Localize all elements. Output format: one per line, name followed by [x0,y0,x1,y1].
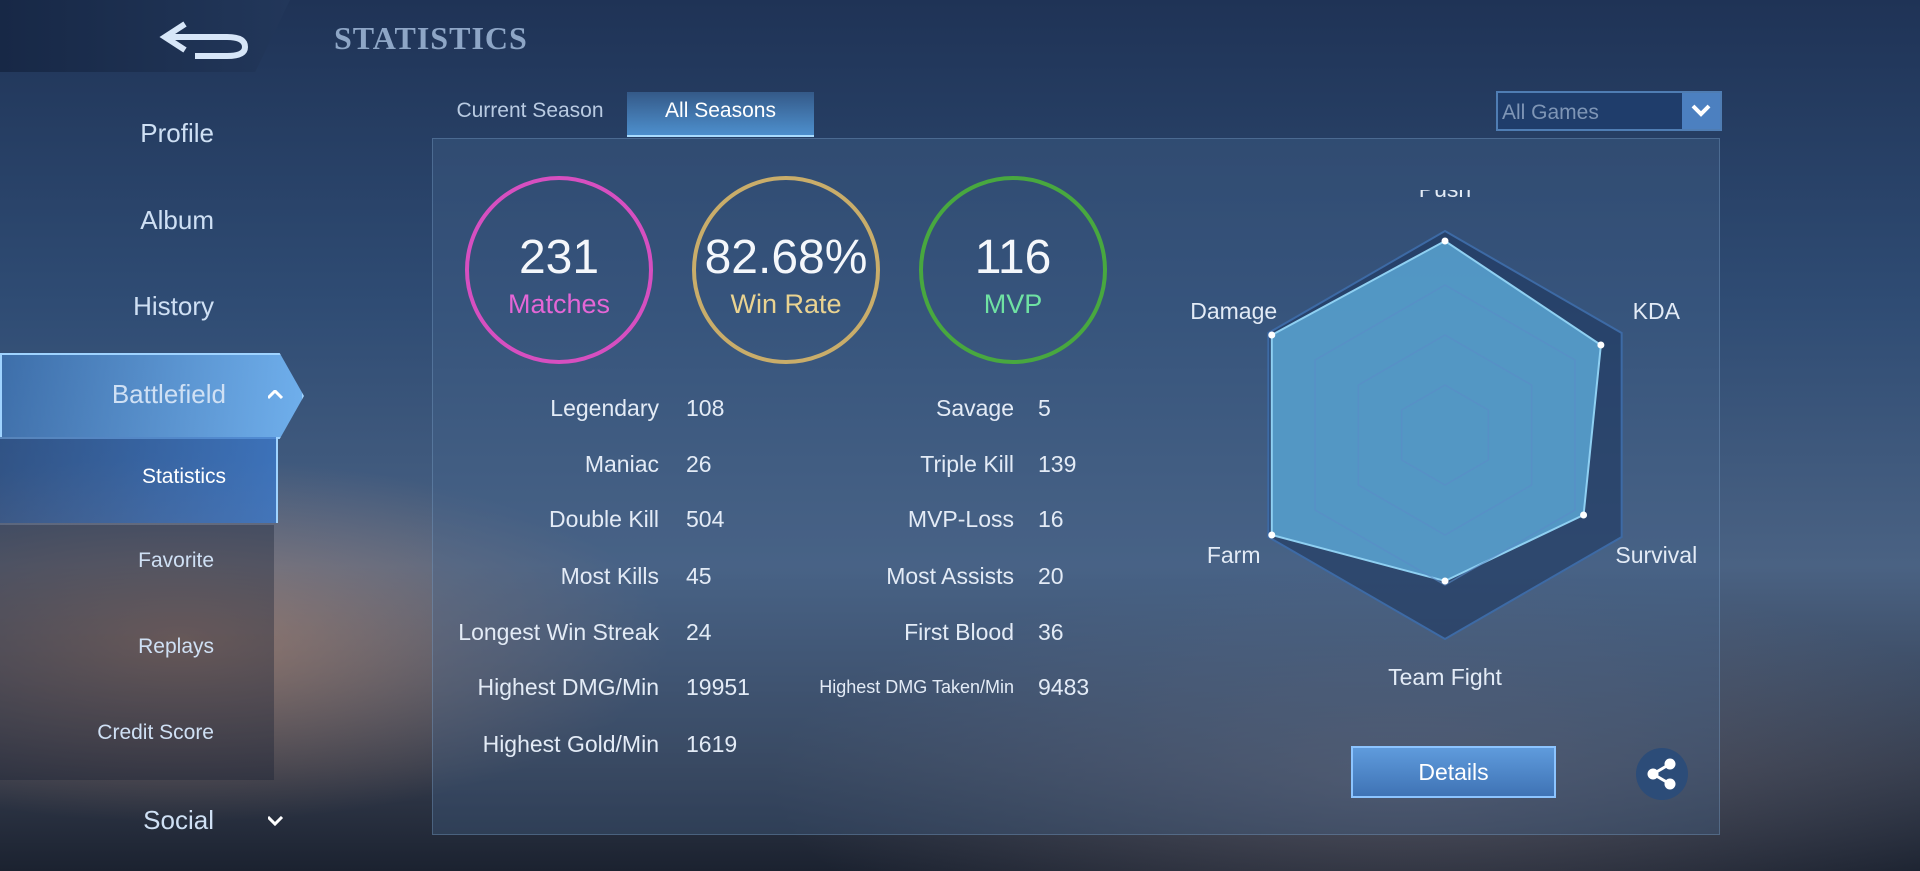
menu-item[interactable]: Social [143,805,214,835]
back-panel [0,0,290,72]
stat-label: Longest Win Streak [458,619,659,645]
stat-value: 1619 [686,731,738,757]
share-button[interactable] [1635,747,1689,801]
stat-value: 24 [686,619,712,645]
chevron [268,816,284,826]
summary-label: Win Rate [730,289,842,319]
menu-item[interactable]: History [133,291,214,321]
radar-point [1268,331,1276,339]
filter-label: All Games [1502,101,1599,124]
summary-value: 116 [974,231,1052,284]
back-button[interactable] [155,12,255,62]
stat-label: Maniac [584,451,659,477]
stat-value: 108 [686,395,725,421]
stat-label: Triple Kill [920,451,1014,477]
radar-ring [1357,334,1533,536]
radar-axis-label: Team Fight [1388,664,1502,690]
radar-point [1580,511,1588,519]
radar-point [1441,577,1449,585]
statistics-highlight [0,437,278,523]
stat-label: Highest DMG/Min [477,674,659,700]
summary-circle: 82.68% Win Rate [692,176,880,364]
stat-label: MVP-Loss [907,506,1014,532]
stat-value: 36 [1038,619,1064,645]
menu-item[interactable]: Profile [140,118,214,148]
summary-value: 231 [518,231,600,284]
stat-label: Highest Gold/Min [482,731,659,757]
summary-circle: 116 MVP [919,176,1107,364]
page-title: STATISTICS [334,20,528,56]
filter-dropdown[interactable]: All Games [1496,91,1722,131]
radar-point [1441,237,1449,245]
menu-item[interactable]: Album [140,205,214,235]
summary-label: MVP [983,289,1043,319]
radar-ring [1400,384,1490,486]
menu-item[interactable]: Favorite [138,549,214,572]
chevron [268,390,284,400]
stat-value: 45 [686,563,712,589]
stat-label: Savage [935,395,1014,421]
stat-value: 19951 [686,674,750,700]
summary-value: 82.68% [704,231,868,284]
tab[interactable]: All Seasons [665,99,776,122]
stat-label: Legendary [550,395,659,421]
battlefield-highlight [0,353,304,439]
radar-axis-label: Push [1419,190,1471,202]
stat-value: 504 [686,506,725,532]
radar-ring [1314,284,1576,586]
stat-label: Double Kill [549,506,659,532]
summary-label: Matches [507,289,611,319]
stat-label: Most Assists [886,563,1014,589]
tab-active-bg [627,92,814,137]
menu-item[interactable]: Replays [138,635,214,658]
stat-value: 20 [1038,563,1064,589]
radar-axis-label: Damage [1190,298,1277,324]
details-button[interactable]: Details [1351,746,1556,798]
stat-label: First Blood [904,619,1014,645]
stat-value: 9483 [1038,674,1090,700]
stat-label: Most Kills [560,563,659,589]
summary-circle: 231 Matches [465,176,653,364]
radar-point [1268,531,1276,539]
stat-value: 26 [686,451,712,477]
radar-axis-label: KDA [1633,298,1681,324]
stat-value: 5 [1038,395,1051,421]
radar-point [1597,341,1605,349]
radar-chart: Push KDA Survival Team Fight Farm Damage [1190,190,1697,690]
menu-item[interactable]: Credit Score [97,721,214,744]
radar-axis-label: Farm [1207,542,1261,568]
menu-item[interactable]: Statistics [141,465,226,488]
stat-value: 16 [1038,506,1064,532]
stat-value: 139 [1038,451,1077,477]
tab[interactable]: Current Season [456,99,604,122]
submenu-bg [0,525,274,780]
dropdown-arrow [1682,93,1720,129]
stat-label: Highest DMG Taken/Min [819,677,1014,697]
radar-axis-label: Survival [1615,542,1697,568]
menu-item[interactable]: Battlefield [111,379,226,409]
